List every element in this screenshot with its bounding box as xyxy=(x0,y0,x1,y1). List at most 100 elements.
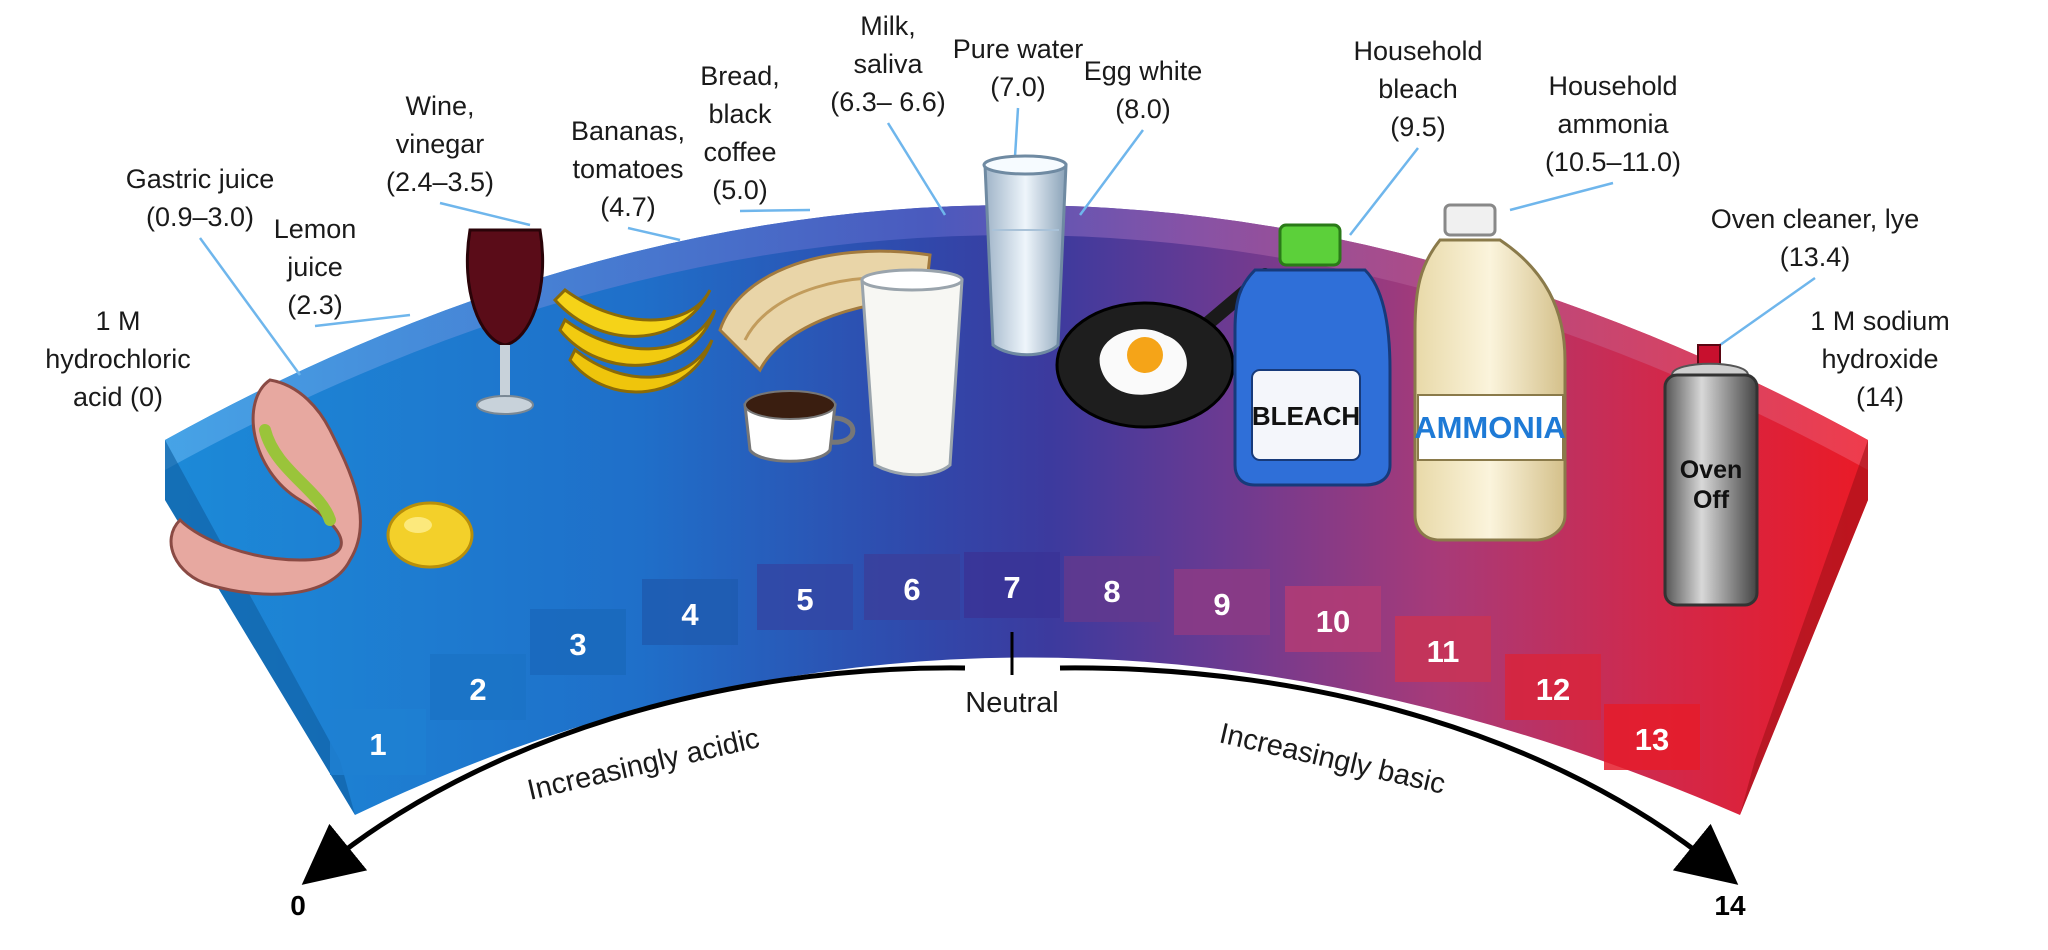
ph-cell-6 xyxy=(864,554,960,620)
leader-egg xyxy=(1078,129,1145,216)
label-bleach-line-2: bleach xyxy=(1378,74,1458,104)
label-bleach: Household bleach (9.5) xyxy=(1353,36,1482,142)
oven-label-line2: Off xyxy=(1693,486,1730,514)
leader-gastric xyxy=(198,237,302,376)
label-lemon: Lemon juice (2.3) xyxy=(274,214,357,320)
ph-number-7: 7 xyxy=(1003,570,1020,605)
leader-milk xyxy=(886,122,947,216)
label-naoh-line-3: (14) xyxy=(1856,382,1904,412)
basic-arrow xyxy=(1059,665,1739,885)
label-gastric: Gastric juice (0.9–3.0) xyxy=(126,164,275,232)
leader-bleach xyxy=(1349,147,1419,236)
ph-cell-1 xyxy=(330,709,426,775)
ph-cell-3 xyxy=(530,609,626,675)
ph-cell-13 xyxy=(1604,704,1700,770)
label-bananas-line-2: tomatoes xyxy=(572,154,683,184)
stomach-icon xyxy=(169,378,362,596)
label-water-line-2: (7.0) xyxy=(990,72,1046,102)
label-wine-line-1: Wine, xyxy=(405,91,474,121)
label-milk-line-3: (6.3– 6.6) xyxy=(830,87,946,117)
label-bread-line-3: coffee xyxy=(703,137,776,167)
label-bread: Bread, black coffee (5.0) xyxy=(700,61,780,205)
ph-cell-2 xyxy=(430,654,526,720)
leader-lemon xyxy=(314,313,411,328)
label-hcl-line-2: hydrochloric xyxy=(45,344,191,374)
label-hcl-line-1: 1 M xyxy=(95,306,140,336)
ph-number-10: 10 xyxy=(1316,604,1350,639)
ph-number-2: 2 xyxy=(469,672,486,707)
label-egg-line-1: Egg white xyxy=(1084,56,1203,86)
label-ammonia: Household ammonia (10.5–11.0) xyxy=(1545,71,1681,177)
ph-number-8: 8 xyxy=(1103,574,1120,609)
label-lemon-line-2: juice xyxy=(286,252,343,282)
label-oven-line-2: (13.4) xyxy=(1780,242,1851,272)
bleach-bottle-icon: BLEACH xyxy=(1233,223,1392,487)
ph-cell-8 xyxy=(1064,556,1160,622)
leader-wine xyxy=(439,201,531,227)
label-bleach-line-1: Household xyxy=(1353,36,1482,66)
label-bananas-line-1: Bananas, xyxy=(571,116,685,146)
substance-labels: 1 M hydrochloric acid (0) Gastric juice (0.9… xyxy=(45,11,1950,412)
wine-glass-icon xyxy=(465,228,545,415)
label-egg-line-2: (8.0) xyxy=(1115,94,1171,124)
label-hcl: 1 M hydrochloric acid (0) xyxy=(45,306,191,412)
label-oven-line-1: Oven cleaner, lye xyxy=(1711,204,1920,234)
ammonia-jug-icon: AMMONIA xyxy=(1413,203,1567,542)
ph-number-12: 12 xyxy=(1536,672,1570,707)
ph-cell-4 xyxy=(642,579,738,645)
oven-label-line1: Oven xyxy=(1680,456,1743,484)
label-ammonia-line-1: Household xyxy=(1548,71,1677,101)
label-naoh: 1 M sodium hydroxide (14) xyxy=(1810,306,1950,412)
label-naoh-line-2: hydroxide xyxy=(1821,344,1938,374)
ph-cell-10 xyxy=(1285,586,1381,652)
leader-oven xyxy=(1719,276,1816,347)
ph-cell-5 xyxy=(757,564,853,630)
label-milk: Milk, saliva (6.3– 6.6) xyxy=(830,11,946,117)
label-hcl-line-3: acid (0) xyxy=(73,382,163,412)
label-bread-line-4: (5.0) xyxy=(712,175,768,205)
label-egg: Egg white (8.0) xyxy=(1084,56,1203,124)
scale-min-label: 0 xyxy=(290,890,306,921)
label-bananas-line-3: (4.7) xyxy=(600,192,656,222)
ph-cell-7 xyxy=(964,552,1060,618)
label-wine-line-2: vinegar xyxy=(396,129,485,159)
label-lemon-line-3: (2.3) xyxy=(287,290,343,320)
label-wine: Wine, vinegar (2.4–3.5) xyxy=(386,91,494,197)
acidic-arrow xyxy=(301,665,966,885)
band-right-edge xyxy=(1740,440,1868,815)
ph-cell-12 xyxy=(1505,654,1601,720)
basic-caption: Increasingly basic xyxy=(1216,718,1448,801)
egg-pan-icon xyxy=(1055,268,1272,429)
ammonia-label: AMMONIA xyxy=(1414,410,1566,445)
label-naoh-line-1: 1 M sodium xyxy=(1810,306,1950,336)
ph-cell-11 xyxy=(1395,616,1491,682)
label-lemon-line-1: Lemon xyxy=(274,214,357,244)
label-ammonia-line-2: ammonia xyxy=(1557,109,1669,139)
milk-glass-icon xyxy=(860,268,964,477)
label-wine-line-3: (2.4–3.5) xyxy=(386,167,494,197)
neutral-label: Neutral xyxy=(965,687,1059,719)
label-bread-line-1: Bread, xyxy=(700,61,780,91)
ph-number-5: 5 xyxy=(796,582,813,617)
label-water-line-1: Pure water xyxy=(953,34,1084,64)
ph-number-9: 9 xyxy=(1213,587,1230,622)
label-bananas: Bananas, tomatoes (4.7) xyxy=(571,116,685,222)
bananas-icon xyxy=(552,288,717,394)
ph-number-11: 11 xyxy=(1427,634,1460,669)
label-gastric-line-1: Gastric juice xyxy=(126,164,275,194)
leader-ammonia xyxy=(1509,181,1614,212)
label-milk-line-2: saliva xyxy=(853,49,923,79)
label-milk-line-1: Milk, xyxy=(860,11,916,41)
lemon-icon xyxy=(386,501,474,569)
substance-icons: BLEACH AMMONIA Oven Off xyxy=(169,154,1759,607)
label-gastric-line-2: (0.9–3.0) xyxy=(146,202,254,232)
label-bleach-line-3: (9.5) xyxy=(1390,112,1446,142)
band-left-edge xyxy=(165,440,355,815)
leader-bread xyxy=(739,208,811,213)
label-oven: Oven cleaner, lye (13.4) xyxy=(1711,204,1920,272)
bleach-label: BLEACH xyxy=(1252,401,1360,431)
label-water: Pure water (7.0) xyxy=(953,34,1084,102)
